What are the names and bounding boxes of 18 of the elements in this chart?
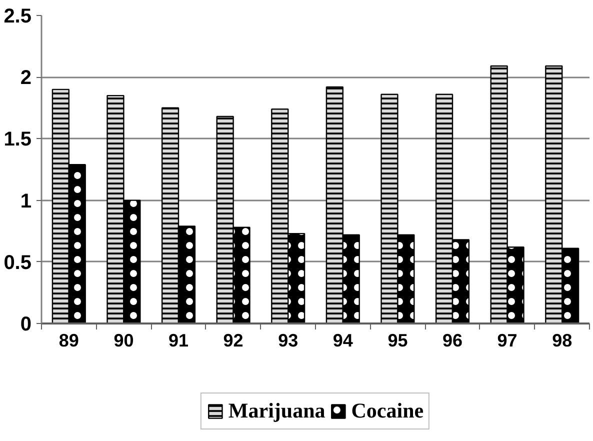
legend-label: Cocaine (351, 398, 424, 423)
legend-label: Marijuana (228, 398, 326, 423)
y-tick-label: 1.5 (4, 128, 32, 151)
x-tick-label: 98 (552, 330, 572, 350)
x-tick-label: 90 (114, 330, 134, 350)
y-tick-label: 2.5 (4, 6, 32, 28)
x-tick-label: 95 (388, 330, 408, 350)
x-tick-label: 97 (497, 330, 518, 350)
x-tick-label: 96 (442, 330, 463, 350)
y-tick-label: 0 (20, 314, 32, 336)
y-tick-label: 1 (20, 190, 32, 212)
y-tick-label: 0.5 (4, 252, 32, 274)
x-tick-label: 92 (223, 330, 244, 350)
x-tick-label: 94 (332, 330, 353, 350)
x-tick-label: 93 (278, 330, 298, 350)
y-tick-label: 2 (20, 67, 32, 90)
x-tick-label: 91 (168, 330, 189, 350)
x-tick-label: 89 (58, 330, 79, 350)
